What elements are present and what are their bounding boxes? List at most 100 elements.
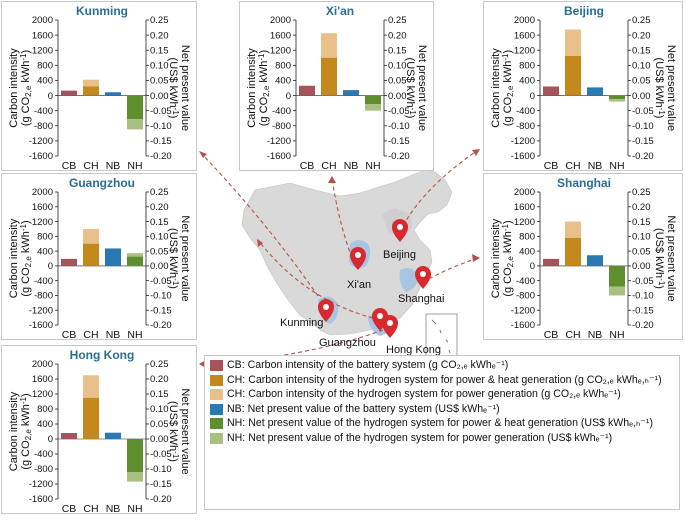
chart-kunming: Kunming 2000 1600 1200 800 400 0 -400 -800 -1200 -… [8,4,191,172]
marker-kunming [318,299,334,322]
left-tick-label: 1200 [32,45,53,56]
bar-nb [105,432,121,439]
left-tick-label: 800 [519,232,535,243]
legend-swatch-nh-power [210,432,223,444]
bar-ch-power [565,221,581,238]
right-tick-label: 0.20 [388,30,407,41]
right-tick-label: 0.20 [150,374,169,385]
right-tick-label: 0.25 [150,359,169,370]
left-tick-label: -400 [516,276,535,287]
category-label: NH [127,503,142,515]
left-tick-label: -800 [34,464,53,475]
arrowhead-guangzhou [257,239,263,247]
y-axis-label-right: Net present value(US$ kWh-1) [167,45,191,131]
right-tick-label: -0.20 [388,151,410,162]
bar-ch-heat [83,243,99,266]
left-tick-label: -400 [272,106,291,117]
location-markers [318,219,431,338]
left-tick-label: 2000 [270,15,291,26]
left-tick-label: 0 [48,91,53,102]
right-tick-label: 0.05 [632,246,651,257]
bar-nh-heat [365,95,381,105]
right-tick-label: 0.10 [150,61,169,72]
chart-title: Xi'an [326,4,354,18]
bar-nh-power [127,472,143,482]
category-label: NB [344,160,359,172]
legend-swatch-cb [210,360,223,371]
chart-guangzhou: Guangzhou 2000 1600 1200 800 400 0 -400 -800 -120… [8,176,191,341]
right-tick-label: -0.05 [632,276,654,287]
bar-nb [105,248,121,266]
chart-panel-guangzhou: Guangzhou 2000 1600 1200 800 400 0 -400 -800 -120… [1,173,197,341]
legend-swatch-ch-power [210,389,223,400]
right-tick-label: 0.00 [150,91,169,102]
right-tick-label: -0.10 [388,121,410,132]
left-tick-label: -800 [516,121,535,132]
y-axis-label-right: Net present value(US$ kWh-1) [404,45,428,131]
arrow-kunming [199,151,319,297]
category-label: CB [544,160,559,172]
category-label: NB [106,329,121,341]
left-tick-label: 1200 [32,389,53,400]
legend: CB: Carbon intensity of the battery syst… [204,355,680,510]
left-tick-label: 2000 [514,187,535,198]
legend-item-ch-heat: CH: Carbon intensity of the hydrogen sys… [205,374,679,388]
bar-ch-power [83,228,99,244]
right-tick-label: 0.05 [150,246,169,257]
left-tick-label: 1600 [270,30,291,41]
bar-nb [343,90,359,96]
map-label-xian: Xi'an [347,279,371,291]
legend-swatch-nb [210,403,223,415]
left-tick-label: -1600 [29,320,53,331]
left-tick-label: -1600 [511,320,535,331]
arrow-xian [331,177,353,259]
right-tick-label: 0.10 [388,61,407,72]
right-tick-label: -0.20 [150,494,172,505]
y-axis-label-right: Net present value(US$ kWh-1) [653,45,677,131]
category-label: NH [609,160,624,172]
legend-text-nh-power: NH: Net present value of the hydrogen sy… [227,431,613,444]
category-label: NB [106,503,121,515]
chart-hongkong: Hong Kong 2000 1600 1200 800 400 0 -400 -800 -120… [8,348,191,515]
chart-panel-hongkong: Hong Kong 2000 1600 1200 800 400 0 -400 -800 -120… [1,345,197,515]
bar-nh-heat [609,95,625,100]
category-label: NH [127,329,142,341]
left-tick-label: -1600 [29,494,53,505]
right-tick-label: 0.20 [632,202,651,213]
category-label: CB [62,329,77,341]
chart-panel-shanghai: Shanghai 2000 1600 1200 800 400 0 -400 -800 -1200… [483,173,683,341]
category-label: CB [544,329,559,341]
bar-ch-heat [83,397,99,439]
left-tick-label: 400 [37,76,53,87]
right-tick-label: -0.15 [632,136,654,147]
right-tick-label: 0.25 [632,187,651,198]
left-tick-label: 0 [530,91,535,102]
right-tick-label: 0.15 [632,45,651,56]
bar-ch-heat [565,55,581,96]
left-tick-label: -800 [272,121,291,132]
left-tick-label: 0 [530,261,535,272]
category-label: NB [588,329,603,341]
category-label: CB [62,503,77,515]
left-tick-label: -400 [516,106,535,117]
bar-ch-heat [321,57,337,96]
left-tick-label: 0 [286,91,291,102]
category-label: CH [565,160,580,172]
right-tick-label: -0.15 [150,479,172,490]
right-tick-label: 0.15 [150,389,169,400]
right-tick-label: 0.00 [632,261,651,272]
chart-panel-kunming: Kunming 2000 1600 1200 800 400 0 -400 -800 -1200 -… [1,1,197,172]
left-tick-label: 1200 [270,45,291,56]
right-tick-label: 0.05 [388,76,407,87]
left-tick-label: 400 [519,76,535,87]
left-tick-label: -1600 [29,151,53,162]
right-tick-label: 0.15 [150,217,169,228]
chart-panel-beijing: Beijing 2000 1600 1200 800 400 0 -400 -800 -1200 -… [483,1,683,172]
arrowhead-kunming [199,151,207,158]
left-tick-label: 400 [37,419,53,430]
left-tick-label: -800 [34,291,53,302]
right-tick-label: -0.05 [150,106,172,117]
china-landmass [241,169,453,336]
right-tick-label: 0.10 [150,404,169,415]
category-label: NB [106,160,121,172]
